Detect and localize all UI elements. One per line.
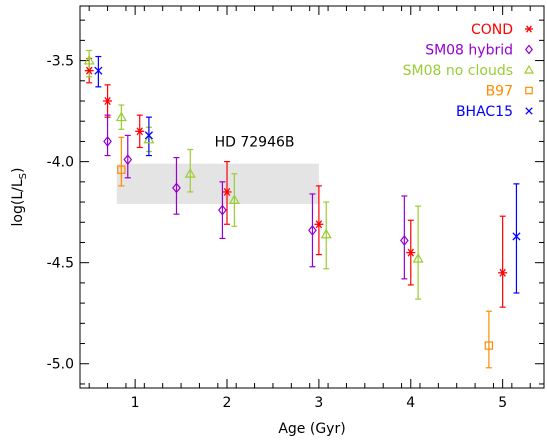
legend-marker-cond (526, 25, 532, 33)
point-cond (223, 187, 231, 196)
x-axis-label: Age (Gyr) (278, 421, 345, 437)
x-tick-label: 2 (223, 395, 232, 411)
point-bhac15 (512, 232, 521, 241)
point-sm08-no-clouds (412, 252, 424, 263)
point-sm08-hybrid (308, 224, 317, 236)
data-markers (83, 54, 521, 350)
legend-label-sm08-hybrid: SM08 hybrid (425, 43, 513, 59)
legend-marker-sm08-no-clouds (523, 64, 535, 74)
point-cond (85, 66, 93, 75)
point-b97 (117, 165, 126, 174)
y-tick-label: -4.5 (47, 256, 74, 272)
point-cond (407, 248, 414, 257)
point-b97 (484, 341, 494, 350)
point-sm08-no-clouds (115, 111, 127, 122)
axis-ticks (80, 6, 544, 388)
point-sm08-no-clouds (320, 228, 332, 239)
legend-label-b97: B97 (486, 84, 513, 100)
x-tick-label: 5 (498, 395, 507, 411)
legend-label-sm08-no-clouds: SM08 no clouds (403, 63, 513, 79)
x-tick-label: 4 (406, 395, 415, 411)
y-tick-label: -5.0 (47, 357, 74, 373)
legend-marker-b97 (525, 86, 533, 95)
point-sm08-hybrid (172, 182, 181, 194)
point-cond (136, 127, 143, 136)
point-sm08-hybrid (399, 234, 409, 246)
y-tick-label: -3.5 (47, 54, 74, 70)
legend: COND SM08 hybrid SM08 no clouds B97 BHAC15 (403, 22, 535, 120)
x-tick-label: 3 (314, 395, 323, 411)
error-bars (86, 49, 520, 369)
legend-marker-sm08-hybrid (525, 44, 533, 55)
axis-tick-labels: 1 2 3 4 5 -3.5 -4.0 -4.5 -5.0 (47, 54, 507, 411)
legend-label-bhac15: BHAC15 (456, 104, 513, 120)
point-bhac15 (144, 131, 153, 140)
annotation-label: HD 72946B (215, 134, 295, 150)
point-sm08-no-clouds (228, 194, 240, 205)
point-cond (315, 220, 323, 229)
y-axis-label-sub: S (18, 173, 29, 179)
hd72946b-band (116, 163, 319, 205)
point-sm08-no-clouds (143, 133, 155, 144)
point-cond (104, 97, 111, 105)
legend-label-cond: COND (471, 22, 513, 38)
point-cond (499, 268, 506, 277)
point-sm08-no-clouds (184, 168, 196, 178)
y-tick-label: -4.0 (47, 155, 74, 171)
x-tick-label: 1 (131, 395, 140, 411)
plot-frame (79, 5, 545, 389)
point-sm08-hybrid (218, 204, 227, 216)
y-axis-label-close: ) (10, 168, 26, 173)
point-sm08-hybrid (123, 154, 133, 166)
point-bhac15 (94, 66, 103, 75)
point-sm08-no-clouds (83, 54, 95, 65)
y-axis-label: log(L/LS) (10, 168, 29, 227)
y-axis-label-main: log(L/L (10, 179, 26, 226)
legend-marker-bhac15 (525, 107, 533, 115)
point-sm08-hybrid (103, 135, 112, 147)
